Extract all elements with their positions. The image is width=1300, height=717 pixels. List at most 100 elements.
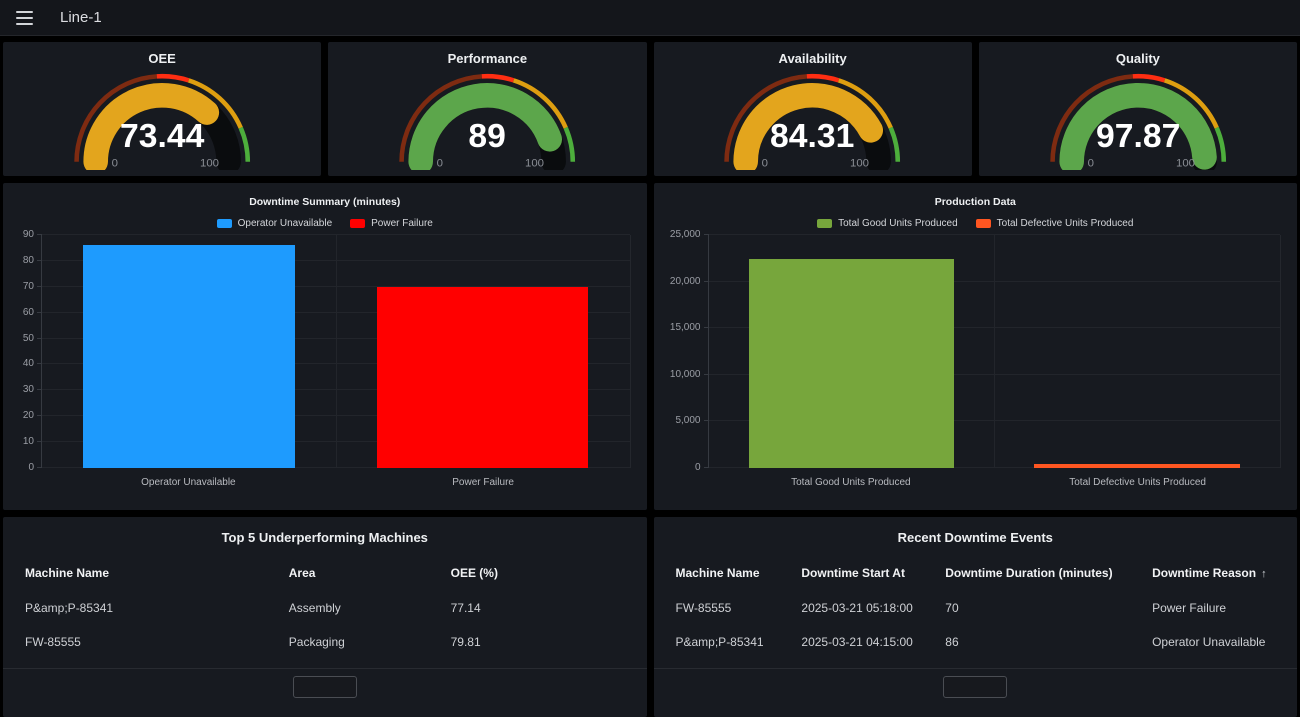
y-tick-mark (37, 311, 42, 313)
column-header-machine-name[interactable]: Machine Name (25, 566, 110, 580)
svg-text:89: 89 (469, 118, 506, 155)
column-header-downtime-reason[interactable]: Downtime Reason ↑ (1152, 566, 1267, 580)
table-cell: 79.81 (450, 635, 481, 649)
column-header-machine-name[interactable]: Machine Name (675, 566, 760, 580)
legend-label: Total Defective Units Produced (996, 217, 1134, 229)
legend-item[interactable]: Operator Unavailable (216, 217, 333, 229)
gauge-arc: 89 0 100 (399, 73, 576, 170)
table-title: Top 5 Underperforming Machines (221, 530, 428, 545)
table-cell: Assembly (288, 601, 341, 615)
pagination-button[interactable] (292, 676, 357, 698)
gridline-vertical (335, 235, 337, 468)
oee-gauge: 73.44 0 100 (3, 68, 321, 170)
table-cell: P&amp;P-85341 (675, 635, 764, 649)
y-tick-label: 5,000 (675, 415, 701, 427)
table-row: P&amp;P-85341 Assembly 77.14 (3, 591, 647, 625)
y-tick-mark (703, 280, 709, 282)
gauge-arc: 84.310 100 (724, 73, 901, 170)
y-tick-mark (37, 363, 42, 365)
x-category-label: Total Defective Units Produced (1069, 477, 1206, 488)
y-tick-mark (37, 285, 42, 287)
gridline-vertical (994, 235, 996, 468)
menu-hamburger-icon[interactable] (16, 10, 36, 25)
table-cell: Packaging (288, 635, 345, 649)
column-header-area[interactable]: Area (288, 566, 316, 580)
table-row: FW-85555 2025-03-21 05:18:00 70 Power Failu… (654, 591, 1298, 625)
svg-text:97.87: 97.87 (1096, 118, 1180, 155)
y-tick-mark (37, 467, 42, 468)
svg-text:84.31: 84.31 (770, 118, 854, 155)
chart-title: Production Data (934, 196, 1016, 208)
legend-item[interactable]: Total Defective Units Produced (975, 217, 1134, 229)
table-cell: 70 (945, 601, 959, 615)
y-tick-mark (37, 234, 42, 235)
bar-total-defective-units-produced (1034, 463, 1240, 468)
svg-text:0: 0 (1087, 157, 1093, 169)
plot (703, 234, 1281, 468)
table-cell: Operator Unavailable (1152, 635, 1266, 649)
column-header-oee-[interactable]: OEE (%) (450, 566, 498, 580)
y-tick-label: 15,000 (669, 322, 701, 334)
y-tick-mark (37, 259, 42, 261)
table-cell: FW-85555 (25, 635, 81, 649)
chart-legend: Total Good Units Produced Total Defective… (654, 217, 1298, 229)
legend-item[interactable]: Total Good Units Produced (817, 217, 958, 229)
legend-swatch-icon (350, 218, 366, 228)
table-cell: 2025-03-21 05:18:00 (801, 601, 913, 615)
panel-underperforming-machines-table: Top 5 Underperforming Machines Machine N… (3, 517, 647, 717)
y-tick-label: 20 (22, 410, 34, 422)
downtime-summary-chart: 0 10 20 30 40 50 60 70 80 90 Operator Unavailable P… (3, 229, 647, 510)
column-header-downtime-start-at[interactable]: Downtime Start At (801, 566, 905, 580)
table-header-row: Machine Name Downtime Start At Downtime Du… (654, 555, 1298, 591)
table-header-row: Machine Name Area OEE (%) (3, 555, 647, 591)
table-cell: 2025-03-21 04:15:00 (801, 635, 913, 649)
table-cell: Power Failure (1152, 601, 1227, 615)
y-tick-label: 25,000 (669, 229, 701, 240)
y-tick-label: 20,000 (669, 275, 701, 287)
y-tick-label: 90 (22, 229, 34, 240)
legend-label: Power Failure (371, 217, 433, 229)
svg-text:73.44: 73.44 (120, 118, 205, 155)
legend-label: Operator Unavailable (237, 217, 333, 229)
panel-production-data-chart: Production Data Total Good Units Produce… (653, 183, 1298, 510)
panel-title: Quality (1115, 51, 1160, 66)
svg-text:100: 100 (1176, 157, 1195, 169)
y-tick-label: 50 (22, 332, 34, 344)
gauge-arc: 73.440 100 (74, 73, 251, 170)
y-tick-label: 60 (22, 306, 34, 318)
panel-performance-gauge: Performance 89 0 100 (328, 42, 647, 176)
table-row: P&amp;P-85341 2025-03-21 04:15:00 86 Operat… (654, 625, 1298, 659)
recent-downtime-events-table: Machine Name Downtime Start At Downtime Du… (653, 555, 1298, 698)
panel-oee-gauge: OEE 73.44 0 100 (3, 42, 322, 176)
svg-text:0: 0 (112, 157, 118, 169)
panel-recent-downtime-table: Recent Downtime Events Machine Name Downt… (653, 517, 1298, 717)
panel-quality-gauge: Quality 97.87 0 100 (978, 42, 1297, 176)
x-category-label: Operator Unavailable (141, 477, 236, 488)
bar-total-good-units-produced (748, 259, 955, 468)
table-cell: 86 (945, 635, 959, 649)
panel-title: Performance (447, 51, 528, 66)
legend-swatch-icon (216, 218, 232, 228)
legend-item[interactable]: Power Failure (350, 217, 433, 229)
y-tick-label: 30 (22, 384, 34, 396)
sort-asc-icon: ↑ (1261, 568, 1267, 580)
dashboard-title: Line-1 (60, 9, 102, 26)
legend-label: Total Good Units Produced (838, 217, 958, 229)
y-tick-label: 0 (28, 462, 34, 473)
production-data-chart: 0 5,000 10,000 15,000 20,000 25,000 Total Good… (654, 229, 1298, 510)
svg-text:0: 0 (762, 157, 768, 169)
table-cell: 77.14 (450, 601, 481, 615)
legend-swatch-icon (817, 218, 833, 228)
panel-downtime-summary-chart: Downtime Summary (minutes) Operator Unav… (3, 183, 647, 510)
plot (37, 234, 631, 468)
x-category-label: Total Good Units Produced (791, 477, 911, 488)
column-header-downtime-duration-minutes-[interactable]: Downtime Duration (minutes) (945, 566, 1113, 580)
y-tick-label: 10 (22, 436, 34, 448)
dashboard-grid: OEE 73.44 0 100 Performance 89 0 100 Availab… (0, 36, 1300, 717)
svg-text:0: 0 (437, 157, 443, 169)
chart-title: Downtime Summary (minutes) (249, 196, 401, 208)
pagination-button[interactable] (943, 676, 1008, 698)
top-bar: Line-1 (0, 0, 1300, 36)
x-axis: Total Good Units Produced Total Defective… (662, 468, 1282, 498)
panel-title: Availability (778, 51, 847, 66)
